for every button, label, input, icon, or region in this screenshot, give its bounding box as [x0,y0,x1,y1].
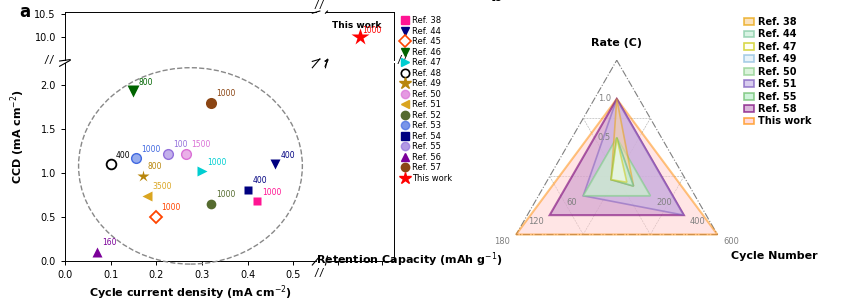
Text: 1.0: 1.0 [598,95,611,103]
Text: b: b [491,0,503,5]
Text: 60: 60 [567,198,577,207]
Text: 0.5: 0.5 [598,133,611,142]
Text: 100: 100 [173,140,188,149]
Polygon shape [549,99,684,215]
Text: 160: 160 [102,238,117,248]
Text: 180: 180 [494,237,510,245]
Polygon shape [612,138,633,186]
Text: 1000: 1000 [362,26,382,35]
Legend: Ref. 38, Ref. 44, Ref. 45, Ref. 46, Ref. 47, Ref. 48, Ref. 49, Ref. 50, Ref. 51,: Ref. 38, Ref. 44, Ref. 45, Ref. 46, Ref.… [402,16,452,183]
Text: 800: 800 [139,78,153,87]
Polygon shape [583,138,650,196]
X-axis label: Cycle current density (mA cm$^{-2}$): Cycle current density (mA cm$^{-2}$) [89,284,292,302]
Text: 400: 400 [280,151,295,160]
Text: 600: 600 [723,237,740,245]
Text: //: // [43,55,54,65]
Text: 1500: 1500 [191,140,211,149]
Polygon shape [516,99,717,235]
Text: 1000: 1000 [162,203,181,212]
Polygon shape [612,138,633,186]
Polygon shape [583,99,684,215]
Text: This work: This work [332,21,381,30]
Text: 200: 200 [657,198,672,207]
Text: 1000: 1000 [262,188,281,197]
Text: 1000: 1000 [141,145,161,154]
Polygon shape [583,138,650,196]
Text: 800: 800 [148,162,163,171]
Text: 120: 120 [528,217,543,226]
Text: CCD (mA cm$^{-2}$): CCD (mA cm$^{-2}$) [8,89,27,184]
Text: 1000: 1000 [216,190,236,199]
Text: Cycle Number: Cycle Number [732,251,818,261]
Text: 3500: 3500 [152,182,172,191]
Text: 1000: 1000 [208,158,227,167]
Polygon shape [612,99,633,186]
Text: //: // [313,0,325,10]
Polygon shape [612,138,627,182]
Text: 400: 400 [116,151,131,160]
Text: //: // [313,268,325,278]
Text: 400: 400 [690,217,706,226]
Text: Retention Capacity (mAh g$^{-1}$): Retention Capacity (mAh g$^{-1}$) [316,251,502,269]
Text: Rate (C): Rate (C) [592,38,642,48]
Text: 400: 400 [253,176,267,185]
Legend: Ref. 38, Ref. 44, Ref. 47, Ref. 49, Ref. 50, Ref. 51, Ref. 55, Ref. 58, This wor: Ref. 38, Ref. 44, Ref. 47, Ref. 49, Ref.… [745,17,811,126]
Text: 1000: 1000 [216,89,236,98]
Text: //: // [396,55,408,65]
Text: a: a [20,3,31,22]
